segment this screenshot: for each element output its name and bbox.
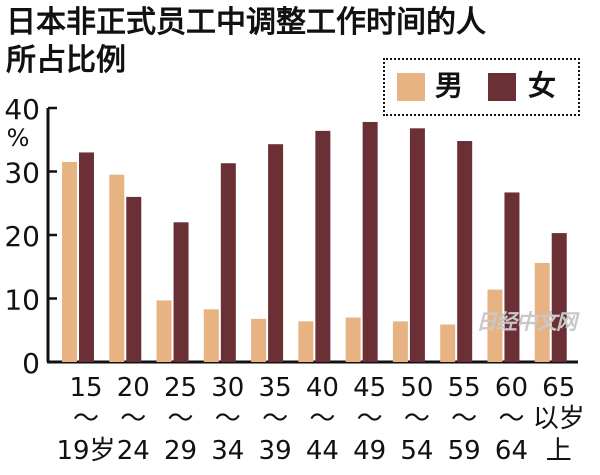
x-tick-label-line2: ～ bbox=[404, 404, 430, 434]
bar-male bbox=[62, 161, 77, 362]
watermark-logo-text: 日经中文网 bbox=[476, 310, 577, 334]
bar-male bbox=[251, 318, 267, 362]
x-tick-label-line1: 30 bbox=[211, 373, 244, 403]
bar-male bbox=[298, 321, 314, 362]
x-tick-label-line2: ～ bbox=[73, 404, 99, 434]
bar-female bbox=[220, 163, 236, 362]
x-tick-label-line3: 29 bbox=[164, 436, 197, 466]
legend-label-female: 女 bbox=[528, 69, 557, 102]
x-tick-label-line1: 40 bbox=[306, 373, 339, 403]
bar-female bbox=[126, 196, 142, 362]
bar-female bbox=[315, 130, 331, 362]
legend-swatch-male bbox=[397, 73, 425, 101]
x-tick-label-line3: 64 bbox=[495, 436, 528, 466]
x-tick-label-line2: ～ bbox=[498, 404, 524, 434]
legend-swatch-female bbox=[488, 73, 516, 101]
x-tick-label-line1: 35 bbox=[259, 373, 292, 403]
bar-male bbox=[345, 317, 361, 362]
legend-label-male: 男 bbox=[435, 69, 464, 102]
x-tick-label-line3: 54 bbox=[400, 436, 433, 466]
y-axis-unit-label: % bbox=[7, 124, 30, 152]
y-tick-label: 20 bbox=[4, 220, 40, 253]
y-tick-label: 30 bbox=[4, 157, 40, 190]
x-tick-label-line3: 59 bbox=[448, 436, 481, 466]
bar-female bbox=[362, 121, 378, 362]
x-tick-label-line3: 24 bbox=[117, 436, 150, 466]
bar-female bbox=[79, 152, 94, 362]
y-tick-label: 10 bbox=[4, 284, 40, 317]
x-tick-label-line1: 45 bbox=[353, 373, 386, 403]
bar-female bbox=[551, 233, 567, 362]
x-tick-label-line1: 60 bbox=[495, 373, 528, 403]
chart-title-line-2: 所占比例 bbox=[6, 43, 126, 78]
x-tick-label-line2: 以岁 bbox=[533, 404, 585, 434]
x-tick-label-line3: 上 bbox=[546, 436, 572, 466]
x-tick-label-line3: 49 bbox=[353, 436, 386, 466]
x-tick-label-line2: ～ bbox=[120, 404, 146, 434]
bar-female bbox=[268, 144, 284, 362]
chart-title-line-1: 日本非正式员工中调整工作时间的人 bbox=[6, 5, 486, 40]
bar-female bbox=[409, 128, 425, 362]
x-tick-label-line3: 39 bbox=[259, 436, 292, 466]
bar-male bbox=[109, 174, 125, 362]
x-tick-label-line2: ～ bbox=[168, 404, 194, 434]
y-tick-label: 0 bbox=[22, 347, 40, 380]
x-tick-label-line3: 34 bbox=[211, 436, 244, 466]
bar-male bbox=[156, 300, 172, 362]
x-tick-label-line2: ～ bbox=[357, 404, 383, 434]
x-tick-label-line1: 20 bbox=[117, 373, 150, 403]
x-tick-label-line3: 19岁 bbox=[56, 436, 115, 466]
bar-male bbox=[487, 289, 503, 362]
x-tick-label-line1: 65 bbox=[542, 373, 575, 403]
x-tick-label-line3: 44 bbox=[306, 436, 339, 466]
bar-male bbox=[203, 309, 219, 362]
bar-female bbox=[457, 141, 473, 362]
chart-legend: 男 女 bbox=[383, 58, 580, 116]
y-tick-label: 40 bbox=[4, 93, 40, 126]
x-tick-label-line1: 15 bbox=[69, 373, 102, 403]
x-tick-label-line2: ～ bbox=[451, 404, 477, 434]
bar-female bbox=[504, 192, 520, 362]
x-tick-label-line1: 25 bbox=[164, 373, 197, 403]
x-tick-label-line2: ～ bbox=[309, 404, 335, 434]
x-tick-label-line1: 50 bbox=[400, 373, 433, 403]
x-tick-label-line2: ～ bbox=[215, 404, 241, 434]
bar-male bbox=[534, 262, 550, 362]
bar-male bbox=[392, 321, 408, 362]
x-tick-label-line1: 55 bbox=[448, 373, 481, 403]
x-tick-label-line2: ～ bbox=[262, 404, 288, 434]
bar-male bbox=[440, 324, 456, 362]
bar-female bbox=[173, 222, 189, 362]
